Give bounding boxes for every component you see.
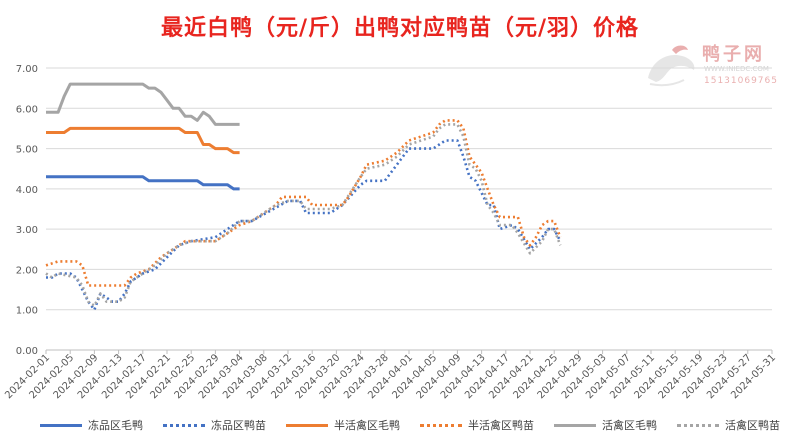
legend-item: 半活禽区毛鸭 bbox=[286, 417, 400, 433]
watermark-name: 鸭子网 bbox=[702, 44, 765, 65]
legend-swatch bbox=[40, 423, 82, 427]
series-line bbox=[46, 82, 240, 126]
watermark-url: WWW.INIEDC.COM bbox=[704, 65, 769, 73]
y-axis-ticks: 0.00 1.00 2.00 3.00 4.00 5.00 6.00 7.00 bbox=[16, 64, 38, 357]
series-line bbox=[46, 139, 562, 312]
chart-title: 最近白鸭（元/斤）出鸭对应鸭苗（元/羽）价格 bbox=[160, 16, 640, 41]
y-tick-label: 2.00 bbox=[16, 265, 38, 276]
legend-label: 半活禽区毛鸭 bbox=[334, 419, 400, 432]
series-line bbox=[46, 126, 240, 155]
y-tick-label: 0.00 bbox=[16, 346, 38, 357]
legend-label: 活禽区毛鸭 bbox=[602, 419, 657, 432]
legend-item: 半活禽区鸭苗 bbox=[420, 417, 534, 433]
legend-label: 活禽区鸭苗 bbox=[725, 419, 780, 432]
x-axis-ticks: 2024-02-012024-02-052024-02-092024-02-13… bbox=[3, 352, 778, 401]
watermark-phone: 15131069765 bbox=[704, 76, 778, 86]
series-line bbox=[45, 123, 562, 308]
y-tick-label: 7.00 bbox=[16, 64, 38, 75]
legend-label: 冻品区毛鸭 bbox=[88, 419, 143, 432]
legend-label: 半活禽区鸭苗 bbox=[468, 419, 534, 432]
legend-swatch bbox=[163, 423, 205, 427]
y-tick-label: 1.00 bbox=[16, 306, 38, 317]
legend-item: 活禽区鸭苗 bbox=[677, 417, 780, 433]
series-lines bbox=[45, 82, 562, 312]
legend-label: 冻品区鸭苗 bbox=[211, 419, 266, 432]
legend-swatch bbox=[554, 423, 596, 427]
y-tick-label: 4.00 bbox=[16, 185, 38, 196]
legend-item: 冻品区鸭苗 bbox=[163, 417, 266, 433]
series-line bbox=[46, 175, 240, 191]
legend-item: 活禽区毛鸭 bbox=[554, 417, 657, 433]
y-tick-label: 3.00 bbox=[16, 225, 38, 236]
grid-lines bbox=[45, 67, 773, 354]
y-tick-label: 6.00 bbox=[16, 104, 38, 115]
legend-swatch bbox=[677, 423, 719, 427]
y-tick-label: 5.00 bbox=[16, 145, 38, 156]
legend-item: 冻品区毛鸭 bbox=[40, 417, 143, 433]
legend-swatch bbox=[286, 423, 328, 427]
legend-swatch bbox=[420, 423, 462, 427]
legend: 冻品区毛鸭 冻品区鸭苗 半活禽区毛鸭 半活禽区鸭苗 活禽区毛鸭 活禽区鸭苗 bbox=[40, 416, 780, 434]
